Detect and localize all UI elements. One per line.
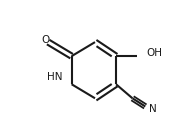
Text: HN: HN [47,72,62,82]
Text: O: O [42,35,50,45]
Text: N: N [149,104,157,114]
Text: OH: OH [146,48,162,58]
